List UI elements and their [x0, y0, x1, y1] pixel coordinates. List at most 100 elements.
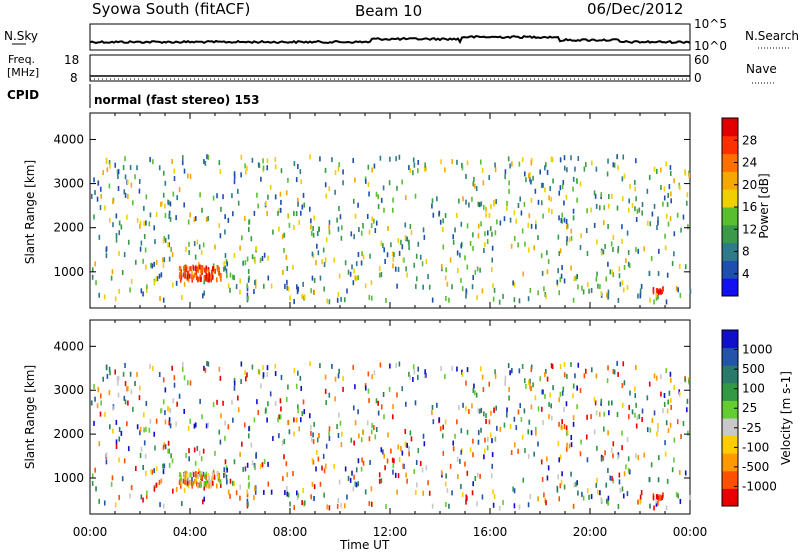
velocity-echo: [494, 373, 497, 379]
power-echo: [525, 177, 527, 183]
velocity-echo: [383, 453, 386, 459]
power-echo: [425, 259, 428, 265]
velocity-echo: [357, 409, 359, 415]
power-echo: [167, 199, 169, 205]
velocity-colorbar-frame: [721, 329, 739, 507]
velocity-echo: [129, 371, 132, 377]
power-echo: [303, 202, 306, 208]
power-echo: [194, 215, 197, 221]
power-echo: [628, 198, 630, 204]
power-echo: [559, 157, 562, 163]
power-echo: [254, 280, 256, 286]
power-echo: [171, 158, 173, 164]
power-echo: [609, 269, 612, 275]
velocity-echo: [626, 436, 629, 442]
velocity-echo: [122, 371, 125, 377]
power-echo: [297, 286, 300, 292]
velocity-echo: [422, 433, 425, 439]
power-echo: [530, 157, 533, 163]
velocity-echo: [543, 492, 545, 498]
velocity-echo: [203, 473, 206, 479]
velocity-echo: [118, 457, 120, 463]
nave-tick-top: 60: [694, 53, 709, 67]
power-echo: [652, 289, 655, 295]
power-echo: [658, 248, 660, 254]
power-echo: [179, 266, 182, 272]
velocity-echo: [267, 461, 269, 467]
power-echo: [432, 212, 435, 218]
velocity-echo: [180, 478, 183, 484]
velocity-echo: [303, 500, 306, 506]
velocity-echo: [333, 463, 336, 469]
power-echo: [604, 243, 606, 249]
power-echo: [167, 234, 170, 240]
velocity-echo: [550, 363, 553, 369]
velocity-echo: [684, 377, 687, 383]
power-echo: [442, 244, 445, 250]
power-echo: [109, 163, 111, 169]
velocity-echo: [321, 465, 323, 471]
power-echo: [679, 292, 682, 298]
power-echo: [338, 205, 340, 211]
power-echo: [414, 193, 417, 199]
velocity-echo: [560, 424, 563, 430]
power-echo: [621, 224, 623, 230]
power-echo: [392, 197, 394, 203]
velocity-echo: [579, 388, 582, 394]
velocity-echo: [563, 484, 566, 490]
power-echo: [561, 212, 563, 218]
velocity-echo: [458, 405, 460, 411]
power-echo: [151, 263, 154, 269]
velocity-echo: [284, 490, 286, 496]
velocity-echo: [431, 503, 434, 509]
velocity-echo: [631, 409, 634, 415]
velocity-echo: [181, 501, 183, 507]
power-echo: [300, 179, 303, 185]
power-echo: [115, 213, 118, 219]
power-echo: [219, 276, 222, 282]
power-colorbar-segment: [722, 189, 738, 208]
velocity-echo: [415, 489, 417, 495]
velocity-echo: [493, 407, 495, 413]
power-echo: [610, 241, 613, 247]
velocity-echo: [617, 454, 619, 460]
velocity-echo: [665, 420, 668, 426]
velocity-echo: [383, 414, 385, 420]
power-echo: [324, 167, 327, 173]
velocity-colorbar-segment: [722, 347, 738, 366]
velocity-echo: [145, 426, 147, 432]
velocity-echo: [145, 400, 148, 406]
power-echo: [480, 201, 483, 207]
power-echo: [678, 185, 681, 191]
velocity-echo: [367, 388, 370, 394]
velocity-echo: [635, 453, 637, 459]
velocity-echo: [193, 423, 196, 429]
velocity-echo: [572, 415, 575, 421]
power-echo: [496, 219, 498, 225]
power-echo: [194, 266, 197, 272]
power-echo: [509, 163, 511, 169]
power-echo: [461, 165, 464, 171]
power-echo: [172, 191, 175, 197]
velocity-echo: [201, 471, 203, 477]
power-echo: [189, 212, 191, 218]
velocity-echo: [267, 481, 270, 487]
power-echo: [162, 257, 164, 263]
power-echo: [612, 246, 614, 252]
velocity-echo: [577, 490, 579, 496]
velocity-echo: [178, 472, 181, 478]
velocity-echo: [530, 386, 532, 392]
velocity-echo: [211, 480, 214, 486]
velocity-echo: [669, 422, 672, 428]
velocity-echo: [278, 414, 280, 420]
power-echo: [266, 158, 269, 164]
power-echo: [127, 193, 129, 199]
velocity-echo: [518, 504, 521, 510]
power-echo: [634, 179, 636, 185]
power-echo: [200, 249, 203, 255]
time-tick-label: 20:00: [573, 525, 608, 539]
velocity-echo: [498, 505, 501, 511]
velocity-echo: [492, 502, 495, 508]
power-echo: [424, 162, 426, 168]
velocity-echo: [539, 376, 542, 382]
